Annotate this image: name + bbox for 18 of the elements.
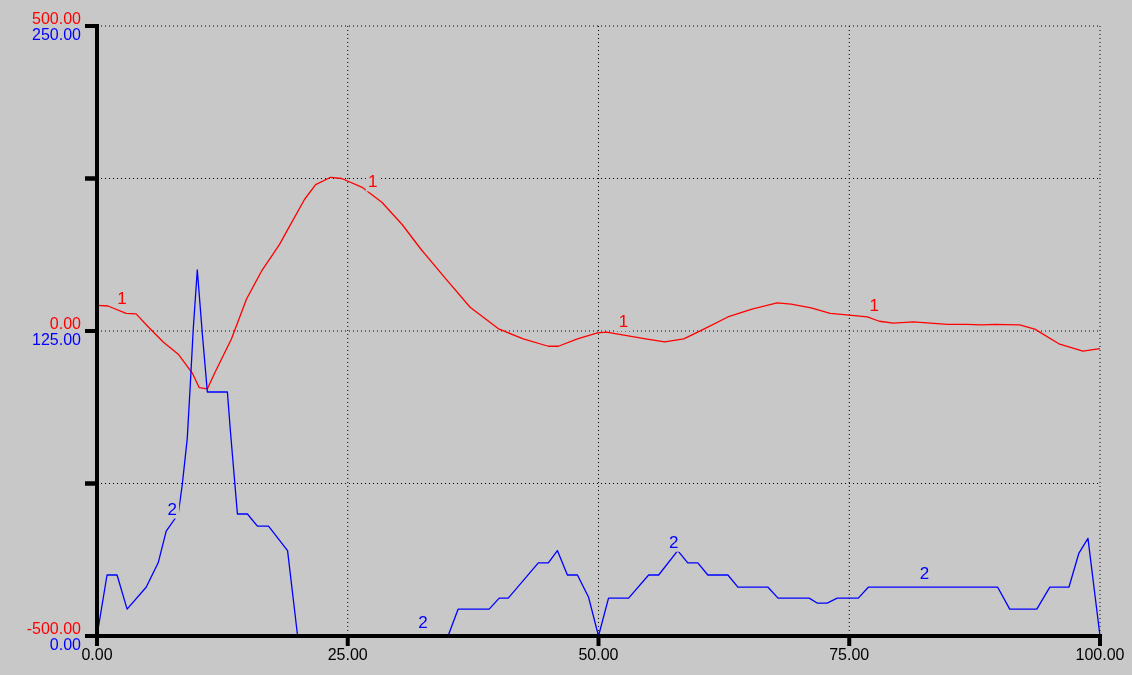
y-tick-label: -500.00 xyxy=(26,620,82,637)
x-tick-label: 50.00 xyxy=(578,646,619,663)
x-tick-label: 75.00 xyxy=(829,646,870,663)
y2-tick-label: 250.00 xyxy=(32,26,82,43)
text: 2 xyxy=(418,613,428,632)
text: 1 xyxy=(117,288,127,308)
y2-tick-label: 125.00 xyxy=(32,331,82,348)
y-tick-label: 0.00 xyxy=(49,315,82,332)
text: 1 xyxy=(618,312,629,332)
series-label: 1 xyxy=(368,172,378,192)
text: 2 xyxy=(167,499,177,519)
x-tick-label: 100.00 xyxy=(1075,646,1125,663)
x-tick-label: 25.00 xyxy=(327,646,368,663)
series-label: 2 xyxy=(668,532,679,552)
y-tick-label: 500.00 xyxy=(32,10,82,27)
text: 1 xyxy=(869,296,880,316)
x-tick-label: 0.00 xyxy=(81,646,113,663)
text: 2 xyxy=(919,564,930,584)
